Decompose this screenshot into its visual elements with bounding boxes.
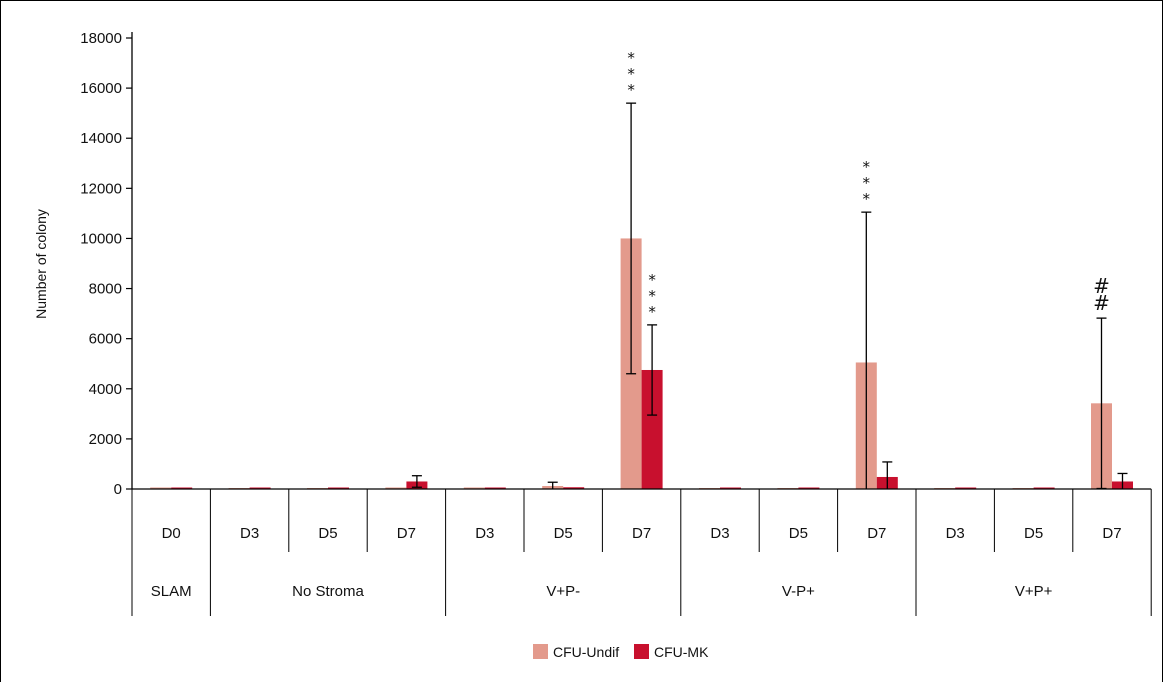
category-label: D3 — [710, 525, 729, 542]
bar-cfu-mk — [563, 487, 585, 489]
y-axis-label: Number of colony — [33, 209, 49, 319]
bar-cfu-mk — [328, 487, 349, 489]
category-label: D7 — [1102, 525, 1121, 542]
significance-marker: * — [648, 271, 656, 289]
significance-marker: # — [1093, 291, 1110, 315]
significance-marker: * — [648, 287, 656, 305]
bar-cfu-mk — [1033, 487, 1055, 489]
significance-marker: * — [863, 190, 871, 208]
category-label: D5 — [318, 525, 337, 542]
error-bars — [411, 102, 1128, 490]
group-label: No Stroma — [292, 583, 364, 600]
category-label: D3 — [946, 525, 965, 542]
bars — [150, 238, 1133, 489]
category-label: D5 — [554, 525, 573, 542]
category-label: D7 — [867, 525, 886, 542]
y-axis: 0 2000 4000 6000 8000 10000 12000 14000 16000 180… — [80, 30, 133, 498]
bar-cfu-mk — [641, 369, 663, 489]
significance-marker: # — [1093, 274, 1110, 298]
bar-cfu-undif — [150, 487, 172, 489]
y-tick-label: 4000 — [89, 381, 122, 398]
bar-cfu-mk — [720, 487, 741, 489]
bar-cfu-mk — [484, 487, 506, 489]
significance-annotations: *********## — [627, 49, 1110, 321]
category-label: D5 — [1024, 525, 1043, 542]
bar-cfu-mk — [955, 487, 977, 489]
y-tick-label: 8000 — [89, 281, 122, 298]
category-label: D7 — [632, 525, 651, 542]
significance-marker: * — [627, 81, 635, 99]
bar-cfu-undif — [463, 487, 485, 489]
legend-label: CFU-Undif — [553, 644, 619, 660]
bar-cfu-undif — [385, 487, 407, 489]
bar-cfu-mk — [171, 487, 193, 489]
x-axis-table: D0 D3 D5 D7 D3 D5 D7 D3 D5 D7 D3 D5 D7 SLAM No Stroma V… — [131, 488, 1152, 616]
legend-label: CFU-MK — [654, 644, 709, 660]
legend-swatch — [634, 644, 649, 659]
legend-swatch — [533, 644, 548, 659]
category-label: D3 — [475, 525, 494, 542]
category-label: D7 — [397, 525, 416, 542]
group-label: SLAM — [151, 583, 192, 600]
group-label: V+P- — [546, 583, 580, 600]
significance-marker: * — [863, 158, 871, 176]
y-tick-label: 12000 — [80, 180, 122, 197]
y-tick-label: 18000 — [80, 30, 122, 47]
y-tick-label: 16000 — [80, 80, 122, 97]
category-label: D5 — [789, 525, 808, 542]
y-tick-label: 0 — [114, 481, 122, 498]
significance-marker: * — [627, 65, 635, 83]
significance-marker: * — [648, 303, 656, 321]
y-tick-label: 10000 — [80, 230, 122, 247]
bar-cfu-mk — [798, 487, 820, 489]
y-tick-label: 6000 — [89, 331, 122, 348]
category-label: D3 — [240, 525, 259, 542]
legend: CFU-Undif CFU-MK — [533, 644, 709, 660]
y-tick-label: 2000 — [89, 431, 122, 448]
category-label: D0 — [162, 525, 181, 542]
group-label: V-P+ — [782, 583, 815, 600]
group-label: V+P+ — [1015, 583, 1053, 600]
bar-cfu-mk — [249, 487, 271, 489]
y-tick-label: 14000 — [80, 130, 122, 147]
significance-marker: * — [627, 49, 635, 67]
significance-marker: * — [863, 174, 871, 192]
